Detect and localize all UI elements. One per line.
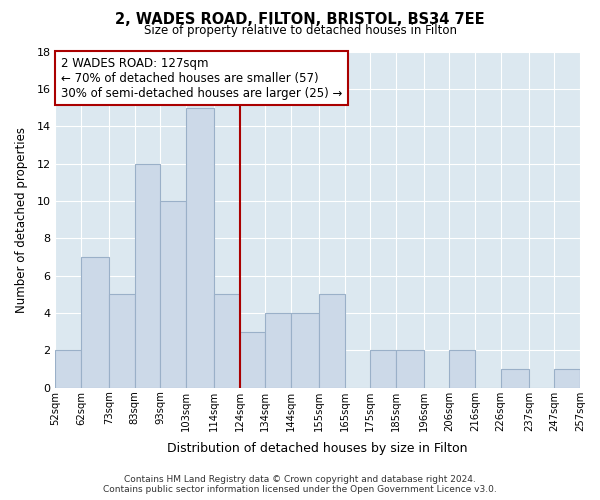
Bar bbox=[580, 369, 600, 388]
Bar bbox=[396, 350, 424, 388]
Text: 2 WADES ROAD: 127sqm
← 70% of detached houses are smaller (57)
30% of semi-detac: 2 WADES ROAD: 127sqm ← 70% of detached h… bbox=[61, 56, 342, 100]
Bar bbox=[214, 294, 239, 388]
Text: Size of property relative to detached houses in Filton: Size of property relative to detached ho… bbox=[143, 24, 457, 37]
Bar bbox=[239, 332, 265, 388]
Bar bbox=[370, 350, 396, 388]
Bar bbox=[554, 369, 580, 388]
Bar bbox=[500, 369, 529, 388]
Bar bbox=[449, 350, 475, 388]
Bar bbox=[81, 257, 109, 388]
Bar bbox=[55, 350, 81, 388]
Bar bbox=[109, 294, 134, 388]
Bar bbox=[291, 313, 319, 388]
Bar bbox=[319, 294, 344, 388]
Bar bbox=[160, 201, 186, 388]
Text: 2, WADES ROAD, FILTON, BRISTOL, BS34 7EE: 2, WADES ROAD, FILTON, BRISTOL, BS34 7EE bbox=[115, 12, 485, 28]
Bar bbox=[134, 164, 160, 388]
Text: Contains HM Land Registry data © Crown copyright and database right 2024.
Contai: Contains HM Land Registry data © Crown c… bbox=[103, 474, 497, 494]
Bar bbox=[265, 313, 291, 388]
Y-axis label: Number of detached properties: Number of detached properties bbox=[15, 126, 28, 312]
Bar bbox=[186, 108, 214, 388]
X-axis label: Distribution of detached houses by size in Filton: Distribution of detached houses by size … bbox=[167, 442, 468, 455]
